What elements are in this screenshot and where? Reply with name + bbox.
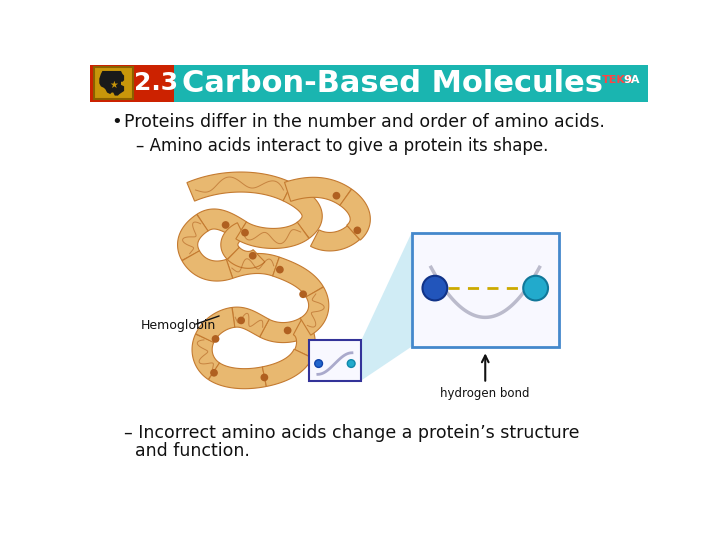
Bar	[90, 65, 174, 102]
Text: •: •	[112, 113, 122, 131]
Circle shape	[523, 276, 548, 300]
Polygon shape	[197, 209, 246, 239]
Text: TEKS: TEKS	[601, 75, 634, 85]
Text: ★: ★	[109, 80, 117, 90]
Circle shape	[276, 266, 284, 273]
Circle shape	[212, 335, 220, 343]
Text: 9A: 9A	[624, 75, 639, 85]
Polygon shape	[361, 233, 412, 381]
Text: Carbon-Based Molecules: Carbon-Based Molecules	[181, 69, 603, 98]
Polygon shape	[273, 257, 323, 297]
Polygon shape	[300, 287, 329, 335]
Polygon shape	[310, 226, 359, 251]
Polygon shape	[209, 363, 266, 389]
Bar	[94, 67, 132, 99]
Polygon shape	[283, 183, 323, 238]
Polygon shape	[99, 71, 124, 96]
Text: Proteins differ in the number and order of amino acids.: Proteins differ in the number and order …	[124, 113, 605, 131]
Polygon shape	[236, 222, 309, 248]
Polygon shape	[226, 253, 279, 278]
Polygon shape	[192, 334, 220, 380]
Polygon shape	[182, 251, 233, 281]
Circle shape	[210, 369, 218, 377]
Text: – Amino acids interact to give a protein its shape.: – Amino acids interact to give a protein…	[137, 137, 549, 154]
Polygon shape	[340, 189, 370, 240]
Text: 2.3: 2.3	[134, 71, 178, 95]
Polygon shape	[178, 214, 208, 260]
Polygon shape	[262, 349, 312, 387]
Circle shape	[222, 221, 230, 229]
Circle shape	[284, 327, 292, 334]
Text: – Incorrect amino acids change a protein’s structure: – Incorrect amino acids change a protein…	[124, 423, 580, 442]
Bar	[412, 233, 559, 347]
Polygon shape	[233, 307, 269, 337]
Polygon shape	[284, 177, 351, 206]
Polygon shape	[260, 318, 310, 342]
Text: and function.: and function.	[124, 442, 250, 460]
Text: Hemoglobin: Hemoglobin	[140, 319, 215, 332]
Polygon shape	[187, 172, 292, 201]
Circle shape	[423, 276, 447, 300]
Circle shape	[333, 192, 341, 200]
Polygon shape	[221, 222, 245, 259]
Bar	[309, 340, 361, 381]
Polygon shape	[228, 247, 265, 268]
Circle shape	[354, 226, 361, 234]
Text: hydrogen bond: hydrogen bond	[441, 387, 530, 400]
Polygon shape	[196, 307, 235, 342]
Circle shape	[249, 252, 256, 260]
Circle shape	[261, 374, 269, 381]
Circle shape	[315, 360, 323, 367]
Polygon shape	[293, 319, 315, 357]
Circle shape	[300, 291, 307, 298]
Circle shape	[238, 316, 245, 325]
Bar	[90, 65, 648, 102]
Circle shape	[241, 229, 249, 237]
Circle shape	[347, 360, 355, 367]
